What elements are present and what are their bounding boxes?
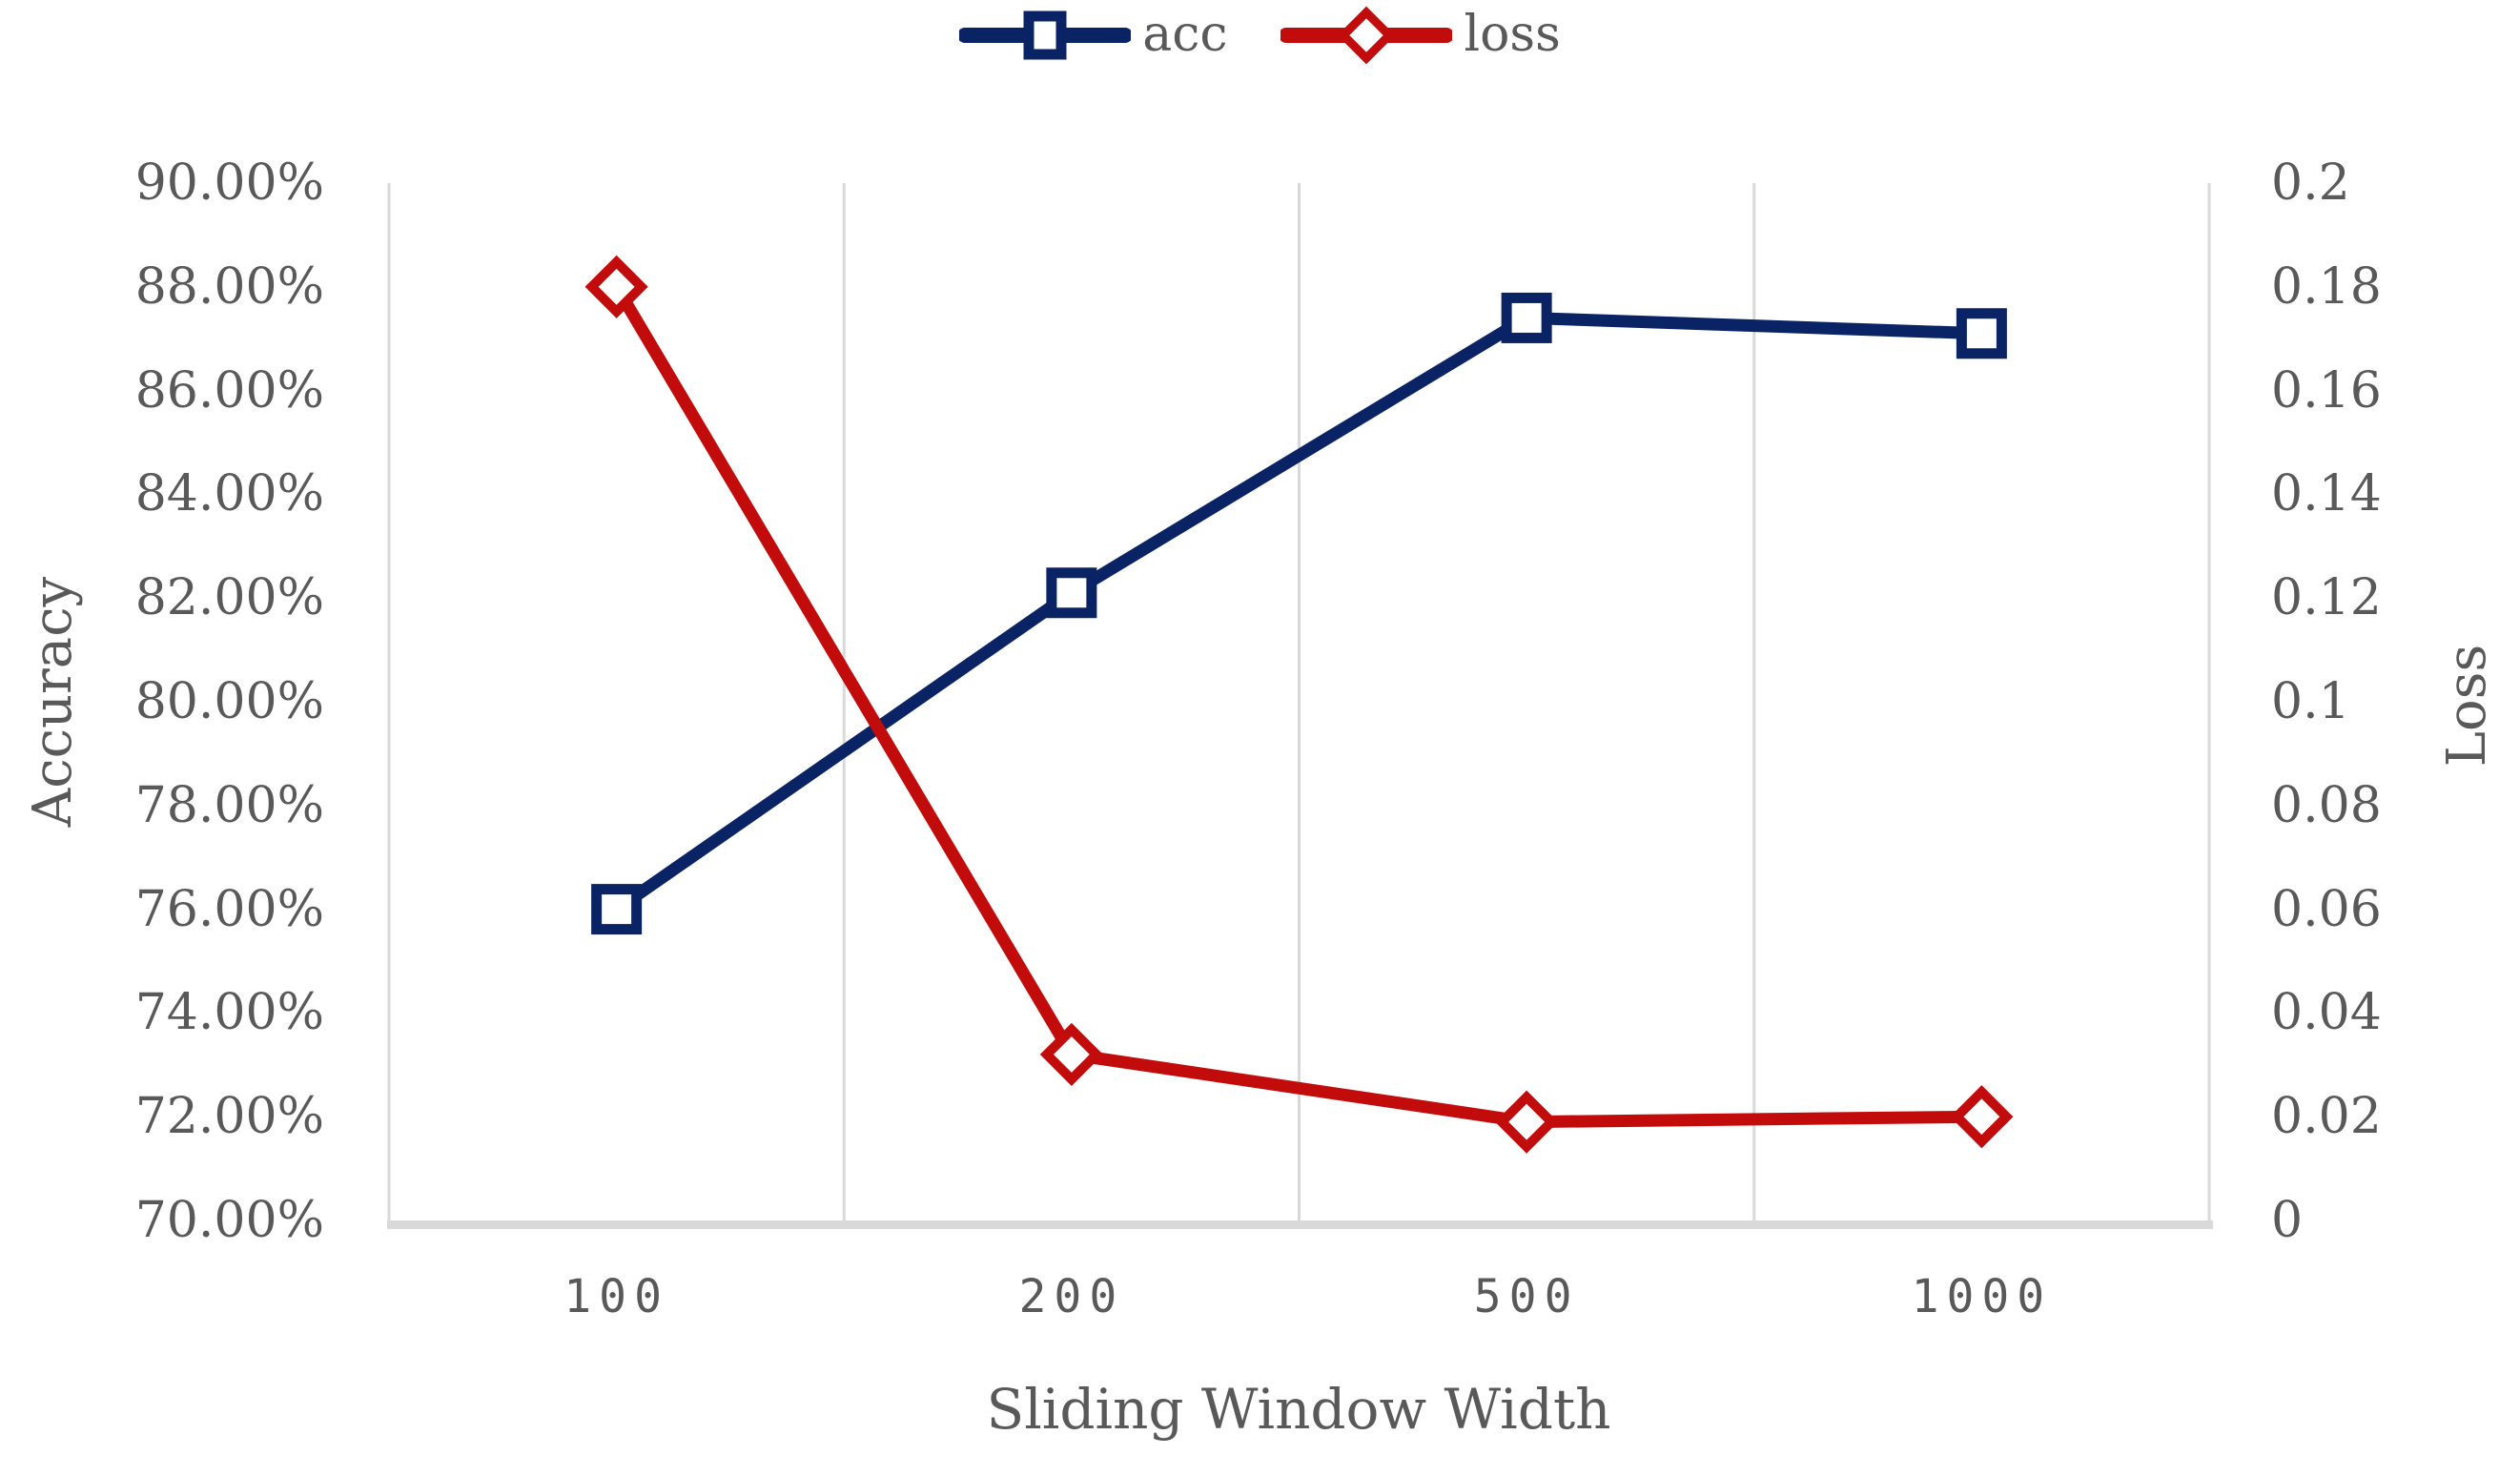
- legend-label-loss: loss: [1464, 6, 1561, 64]
- series-acc: [591, 292, 2007, 935]
- y-right-tick-label: 0.16: [2271, 361, 2382, 420]
- y-left-tick-label: 80.00%: [134, 673, 324, 730]
- y-right-tick-label: 0: [2271, 1192, 2304, 1249]
- y-right-tick-label: 0.06: [2271, 880, 2382, 938]
- y-left-tick-label: 90.00%: [134, 154, 324, 212]
- legend-label-acc: acc: [1142, 6, 1228, 64]
- x-tick-label: 500: [1473, 1270, 1580, 1323]
- acc-series-marker-icon: [959, 10, 1132, 60]
- legend-item-loss: loss: [1280, 4, 1561, 67]
- y-left-tick-label: 70.00%: [134, 1192, 324, 1249]
- chart-legend: acc loss: [0, 4, 2520, 67]
- y-right-tick-label: 0.1: [2271, 673, 2350, 730]
- y-right-tick-label: 0.08: [2271, 776, 2382, 834]
- y-right-tick-label: 0.14: [2271, 465, 2382, 523]
- x-tick-label: 100: [563, 1270, 669, 1323]
- y-right-tick-label: 0.02: [2271, 1088, 2382, 1146]
- y-right-tick-label: 0.2: [2271, 154, 2350, 212]
- x-axis-title: Sliding Window Width: [986, 1377, 1611, 1442]
- y-left-tick-label: 78.00%: [134, 776, 324, 834]
- series-loss: [584, 255, 2014, 1154]
- y-left-tick-label: 86.00%: [134, 361, 324, 420]
- y-left-tick-label: 88.00%: [134, 257, 324, 316]
- y-right-axis-title: Loss: [2436, 644, 2498, 768]
- y-left-tick-label: 84.00%: [134, 465, 324, 523]
- y-left-tick-label: 76.00%: [134, 880, 324, 938]
- x-tick-label: 1000: [1911, 1270, 2053, 1323]
- y-left-tick-label: 82.00%: [134, 569, 324, 627]
- x-tick-label: 200: [1018, 1270, 1125, 1323]
- y-left-tick-label: 74.00%: [134, 984, 324, 1042]
- y-right-tick-label: 0.18: [2271, 257, 2382, 316]
- gridlines: [387, 183, 2211, 1220]
- y-left-tick-label: 72.00%: [134, 1088, 324, 1146]
- legend-item-acc: acc: [959, 4, 1227, 67]
- y-left-axis-title: Accuracy: [22, 576, 84, 828]
- y-right-tick-label: 0.12: [2271, 569, 2382, 627]
- loss-series-marker-icon: [1280, 6, 1453, 65]
- y-right-tick-label: 0.04: [2271, 984, 2382, 1042]
